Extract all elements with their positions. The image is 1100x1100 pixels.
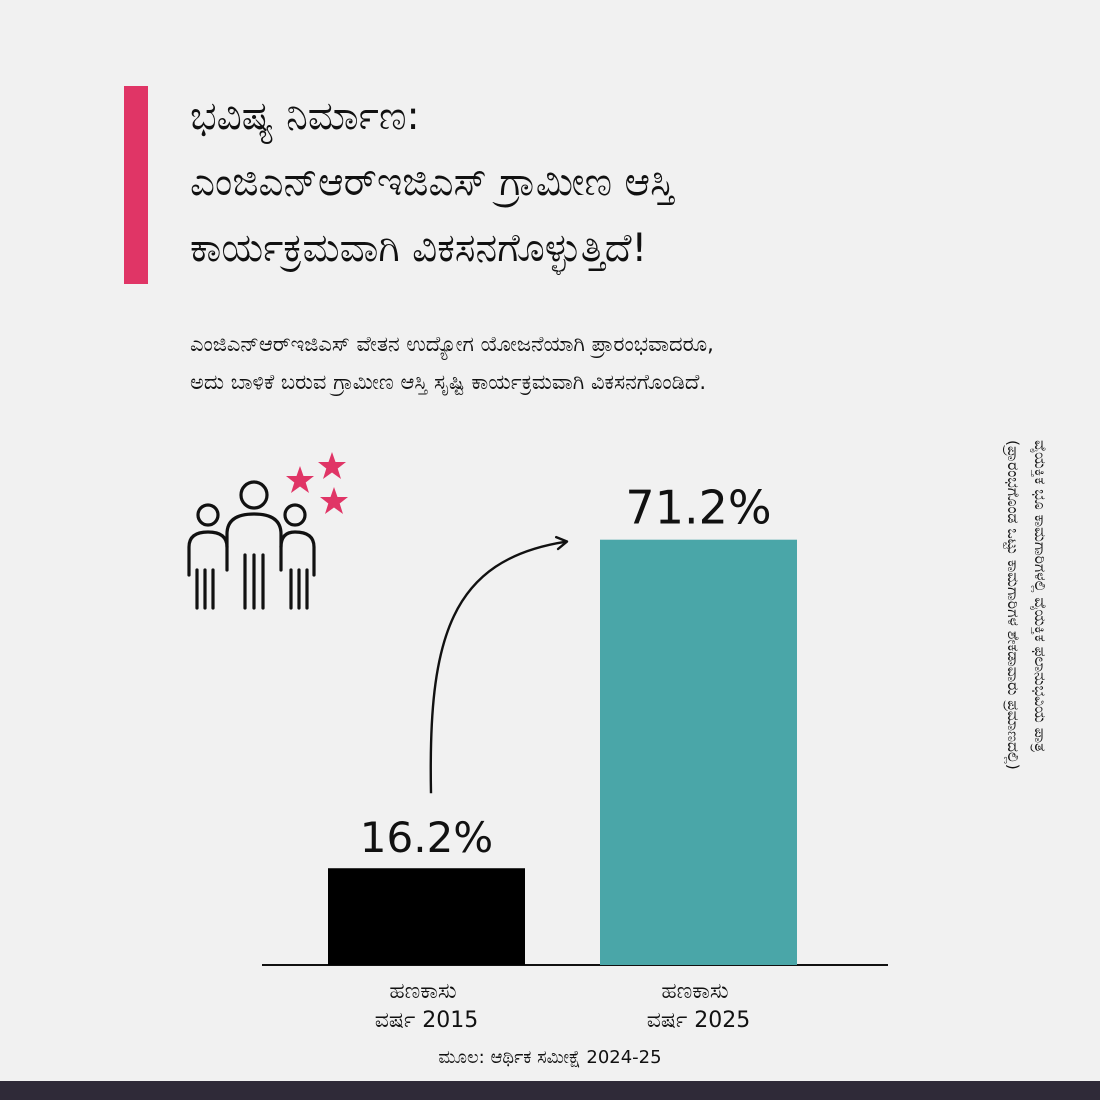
bar-2025	[600, 539, 797, 965]
category-label-2025-line-2: ವರ್ಷ 2025	[647, 1008, 750, 1033]
bar-2015	[328, 868, 525, 965]
star-icon	[320, 487, 348, 514]
title-line-3: ಕಾರ್ಯಕ್ರಮವಾಗಿ ವಿಕಸನಗೊಳ್ಳುತ್ತಿದೆ!	[190, 226, 648, 271]
title-line-2: ಎಂಜಿಎನ್‌ಆರ್‌ಇಜಿಎಸ್ ಗ್ರಾಮೀಣ ಆಸ್ತಿ	[190, 160, 675, 205]
category-label-2025-line-1: ಹಣಕಾಸು	[661, 979, 728, 1004]
people-group-icon	[187, 452, 348, 610]
title-line-1: ಭವಿಷ್ಯ ನಿರ್ಮಾಣ:	[190, 94, 420, 139]
subtitle-line-1: ಎಂಜಿಎನ್‌ಆರ್‌ಇಜಿಎಸ್ ವೇತನ ಉದ್ಯೋಗ ಯೋಜನೆಯಾಗಿ…	[190, 332, 714, 356]
star-icon	[286, 466, 314, 493]
star-icon	[318, 452, 346, 479]
category-label-2015-line-1: ಹಣಕಾಸು	[389, 979, 456, 1004]
subtitle-line-2: ಅದು ಬಾಳಿಕೆ ಬರುವ ಗ್ರಾಮೀಣ ಆಸ್ತಿ ಸೃಷ್ಟಿ ಕಾರ…	[190, 370, 706, 394]
category-label-2015-line-2: ವರ್ಷ 2015	[375, 1008, 478, 1033]
footer-band	[0, 1081, 1100, 1100]
growth-arrow	[429, 535, 569, 794]
value-label-2015: 16.2%	[360, 813, 493, 862]
page-title: ಭವಿಷ್ಯ ನಿರ್ಮಾಣ: ಎಂಜಿಎನ್‌ಆರ್‌ಇಜಿಎಸ್ ಗ್ರಾಮ…	[190, 84, 1050, 282]
side-note-line-2: (ಪ್ರಾರಂಭಗೊಂಡ ಒಟ್ಟು ಕಾಮಗಾರಿಗಳ ಶೇಕಡಾವಾರು ಪ…	[1004, 440, 1022, 770]
category-label-2025: ಹಣಕಾಸು ವರ್ಷ 2025	[647, 979, 750, 1033]
side-note: ವೈಯಕ್ತಿಕ ಭೂ ಕಾಮಗಾರಿಗಳಲ್ಲಿ ವೈಯಕ್ತಿಕ ಫಲಾನು…	[983, 440, 1053, 1000]
subtitle: ಎಂಜಿಎನ್‌ಆರ್‌ಇಜಿಎಸ್ ವೇತನ ಉದ್ಯೋಗ ಯೋಜನೆಯಾಗಿ…	[190, 325, 1060, 401]
accent-bar	[124, 86, 148, 284]
source-note: ಮೂಲ: ಆರ್ಥಿಕ ಸಮೀಕ್ಷೆ 2024-25	[438, 1047, 662, 1068]
category-label-2015: ಹಣಕಾಸು ವರ್ಷ 2015	[375, 979, 478, 1033]
side-note-line-1: ವೈಯಕ್ತಿಕ ಭೂ ಕಾಮಗಾರಿಗಳಲ್ಲಿ ವೈಯಕ್ತಿಕ ಫಲಾನು…	[1031, 440, 1049, 752]
value-label-2025: 71.2%	[625, 481, 771, 535]
